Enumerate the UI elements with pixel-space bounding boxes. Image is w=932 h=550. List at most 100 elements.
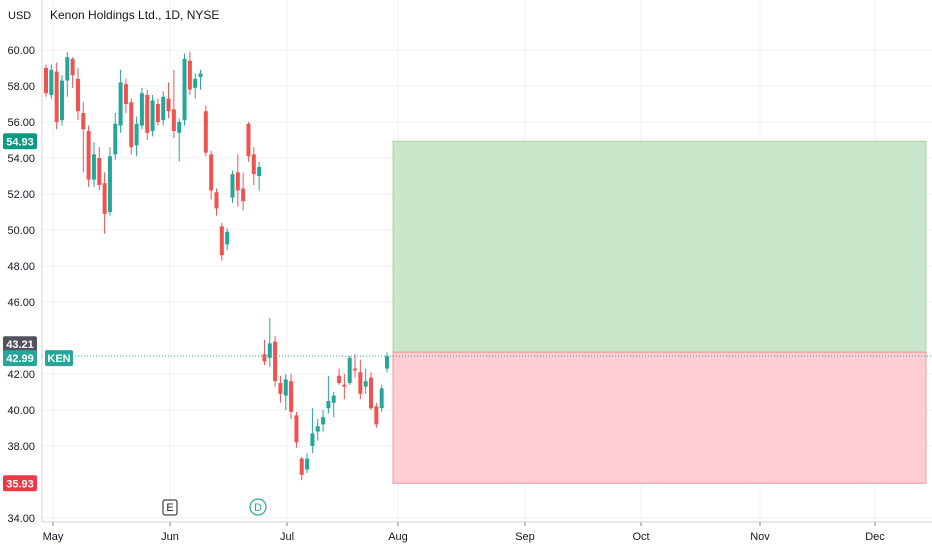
candle-body bbox=[241, 188, 246, 202]
candle bbox=[209, 150, 214, 200]
symbol-tag-label: KEN bbox=[47, 353, 70, 365]
candle bbox=[75, 68, 80, 121]
candle-body bbox=[49, 69, 54, 95]
candle-body bbox=[363, 381, 368, 387]
y-tick-label: 48.00 bbox=[7, 261, 35, 273]
candle bbox=[49, 64, 54, 99]
candle-body bbox=[155, 104, 160, 122]
y-tick-label: 46.00 bbox=[7, 297, 35, 309]
loss-zone bbox=[392, 351, 927, 484]
candle-body bbox=[187, 60, 192, 90]
candle bbox=[299, 456, 304, 481]
candle-body bbox=[283, 379, 288, 396]
candle-body bbox=[369, 377, 374, 409]
y-tick-label: 42.00 bbox=[7, 369, 35, 381]
candle bbox=[177, 118, 182, 162]
candle-body bbox=[203, 111, 208, 153]
candle-body bbox=[161, 96, 166, 121]
candle-body bbox=[54, 71, 59, 122]
candle bbox=[171, 69, 176, 139]
candle bbox=[315, 419, 320, 441]
x-axis: May Jun Jul Aug Sep Oct Nov Dec bbox=[42, 521, 932, 543]
candle bbox=[257, 161, 262, 191]
profit-zone bbox=[392, 140, 927, 353]
candle bbox=[321, 410, 326, 432]
price-tag-last: 42.99 KEN bbox=[3, 350, 73, 367]
x-tick-label: Sep bbox=[515, 531, 535, 543]
y-tick-label: 52.00 bbox=[7, 189, 35, 201]
candle-body bbox=[70, 59, 75, 76]
price-tag-bg bbox=[3, 133, 37, 150]
price-tag-label: 43.21 bbox=[6, 339, 34, 351]
candle bbox=[123, 78, 128, 113]
candle bbox=[369, 372, 374, 410]
price-tag-bg bbox=[3, 475, 37, 492]
candle-body bbox=[273, 341, 278, 382]
candle bbox=[289, 374, 294, 419]
candle bbox=[118, 69, 123, 133]
candle-body bbox=[385, 356, 389, 369]
x-tick-label: Nov bbox=[750, 531, 770, 543]
candle bbox=[342, 374, 347, 400]
candle-body bbox=[230, 174, 235, 198]
x-tick-label: Jun bbox=[161, 531, 179, 543]
y-tick-label: 50.00 bbox=[7, 225, 35, 237]
candle bbox=[310, 408, 315, 454]
price-tag-take-profit: 54.93 bbox=[3, 133, 37, 150]
candle-body bbox=[246, 123, 251, 157]
candle bbox=[198, 69, 203, 90]
candle-body bbox=[299, 458, 304, 475]
candle bbox=[97, 147, 102, 191]
candle-body bbox=[171, 109, 176, 131]
candle-body bbox=[166, 98, 171, 112]
chart-title: Kenon Holdings Ltd., 1D, NYSE bbox=[50, 8, 219, 22]
candle-body bbox=[251, 154, 256, 175]
y-tick-label: 40.00 bbox=[7, 405, 35, 417]
candle bbox=[385, 352, 389, 373]
candle-body bbox=[65, 57, 70, 81]
candle bbox=[129, 98, 134, 155]
candle-body bbox=[267, 343, 272, 358]
candle-body bbox=[44, 68, 48, 94]
candle bbox=[214, 188, 219, 216]
x-tick-label: May bbox=[43, 531, 64, 543]
price-tag-entry: 43.21 bbox=[3, 336, 37, 353]
candle-body bbox=[379, 388, 384, 409]
earnings-marker bbox=[162, 499, 178, 516]
candle-body bbox=[289, 381, 294, 412]
candle-body bbox=[139, 93, 144, 126]
candle-body bbox=[214, 192, 219, 209]
candles bbox=[44, 51, 389, 481]
candle-body bbox=[321, 417, 326, 425]
candle bbox=[225, 228, 230, 250]
candle-body bbox=[310, 433, 315, 446]
candle bbox=[358, 359, 363, 400]
candle-body bbox=[75, 78, 80, 112]
candle bbox=[145, 89, 150, 140]
candle bbox=[187, 51, 192, 95]
candle-body bbox=[145, 95, 150, 133]
price-tag-label: 54.93 bbox=[6, 136, 34, 148]
candle bbox=[134, 116, 139, 157]
candle-body bbox=[193, 78, 198, 88]
candle bbox=[193, 73, 198, 99]
price-tag-stop-loss: 35.93 bbox=[3, 475, 37, 492]
x-tick-label: Dec bbox=[865, 531, 885, 543]
candle-body bbox=[262, 354, 267, 362]
candle-body bbox=[150, 100, 155, 131]
candle-body bbox=[118, 82, 123, 126]
candle bbox=[267, 318, 272, 367]
candle bbox=[150, 95, 155, 137]
candle-body bbox=[209, 154, 214, 191]
currency-label: USD bbox=[8, 10, 31, 22]
candle bbox=[273, 336, 278, 387]
candle-body bbox=[97, 158, 102, 185]
candle-body bbox=[305, 458, 310, 470]
x-tick-label: Oct bbox=[632, 531, 649, 543]
candle-body bbox=[113, 123, 118, 155]
candle bbox=[305, 453, 310, 473]
candle bbox=[161, 91, 166, 126]
candle bbox=[278, 375, 283, 403]
